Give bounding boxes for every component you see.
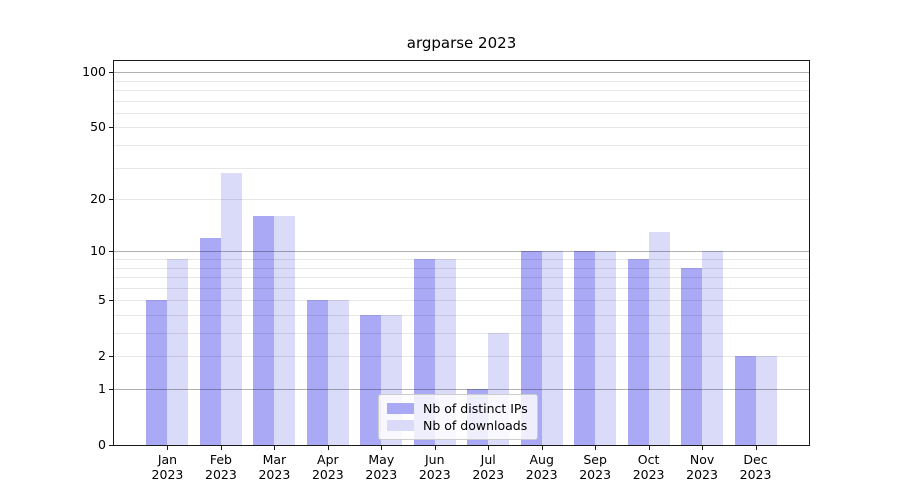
bar-distinct-ips-feb	[199, 237, 221, 445]
x-tick-mark	[381, 446, 383, 450]
y-tick-label: 5	[98, 292, 106, 308]
gridline-minor	[114, 80, 809, 82]
x-tick-label: Jun 2023	[418, 452, 451, 482]
bar-downloads-mar	[274, 216, 296, 445]
bar-downloads-aug	[541, 251, 563, 445]
gridline-minor	[114, 356, 809, 358]
legend: Nb of distinct IPs Nb of downloads	[378, 394, 538, 440]
bar-downloads-sep	[595, 251, 617, 445]
x-tick-mark	[167, 446, 169, 450]
bar-distinct-ips-oct	[627, 258, 649, 445]
y-tick-label: 50	[90, 119, 106, 135]
y-tick-mark	[109, 251, 113, 253]
bar-distinct-ips-dec	[734, 356, 756, 445]
bar-distinct-ips-sep	[574, 251, 596, 445]
chart-title: argparse 2023	[406, 34, 517, 52]
y-tick-label: 20	[90, 191, 106, 207]
gridline-minor	[114, 145, 809, 146]
gridline-minor	[114, 112, 809, 114]
x-tick-label: Aug 2023	[525, 452, 558, 482]
gridline-minor	[114, 287, 809, 289]
y-tick-mark	[109, 300, 113, 302]
x-tick-label: Sep 2023	[579, 452, 612, 482]
y-tick-mark	[109, 389, 113, 390]
y-tick-label: 100	[82, 64, 106, 80]
legend-entry-downloads: Nb of downloads	[387, 417, 528, 434]
plot-area	[113, 60, 810, 446]
x-tick-mark	[274, 446, 276, 450]
x-tick-label: Dec 2023	[739, 452, 772, 482]
bar-distinct-ips-apr	[306, 300, 328, 445]
gridline-minor	[114, 167, 809, 169]
x-tick-label: Oct 2023	[632, 452, 665, 482]
x-tick-label: Apr 2023	[311, 452, 344, 482]
x-tick-mark	[755, 446, 757, 450]
bars-layer	[114, 61, 809, 445]
x-tick-mark	[595, 446, 597, 450]
x-tick-label: May 2023	[365, 452, 398, 482]
gridline-minor	[114, 90, 809, 91]
bar-distinct-ips-nov	[681, 267, 703, 445]
legend-entry-distinct-ips: Nb of distinct IPs	[387, 400, 528, 417]
bar-downloads-dec	[755, 356, 777, 445]
gridlines-layer	[114, 61, 809, 445]
x-tick-label: Mar 2023	[258, 452, 291, 482]
legend-label-distinct-ips: Nb of distinct IPs	[423, 401, 528, 416]
y-tick-mark	[109, 356, 113, 358]
gridline-minor	[114, 314, 809, 316]
x-tick-mark	[220, 446, 222, 450]
gridline-minor	[114, 100, 809, 102]
x-tick-mark	[541, 446, 543, 450]
x-tick-mark	[327, 446, 329, 450]
y-tick-label: 10	[90, 243, 106, 259]
gridline-major	[114, 251, 809, 253]
legend-swatch-distinct-ips	[387, 403, 414, 414]
bar-downloads-nov	[702, 251, 724, 445]
y-tick-mark	[109, 445, 113, 446]
gridline-minor	[114, 199, 809, 201]
x-tick-label: Nov 2023	[686, 452, 718, 482]
legend-swatch-downloads	[387, 420, 414, 431]
y-tick-mark	[109, 199, 113, 201]
bar-downloads-oct	[648, 231, 670, 445]
x-tick-label: Jan 2023	[151, 452, 184, 482]
gridline-major	[114, 72, 809, 74]
bar-distinct-ips-jan	[146, 300, 168, 445]
y-tick-label: 2	[98, 348, 106, 364]
x-tick-mark	[488, 446, 490, 450]
bar-downloads-apr	[327, 300, 349, 445]
x-tick-label: Feb 2023	[205, 452, 237, 482]
legend-label-downloads: Nb of downloads	[423, 418, 528, 433]
gridline-minor	[114, 258, 809, 260]
x-tick-mark	[702, 446, 704, 450]
x-tick-mark	[648, 446, 650, 450]
bar-downloads-jan	[167, 258, 189, 445]
gridline-major	[114, 389, 809, 390]
bar-distinct-ips-mar	[253, 216, 275, 445]
y-tick-mark	[109, 72, 113, 74]
y-tick-mark	[109, 127, 113, 129]
gridline-minor	[114, 277, 809, 279]
gridline-minor	[114, 300, 809, 302]
gridline-minor	[114, 127, 809, 129]
gridline-minor	[114, 333, 809, 334]
x-tick-label: Jul 2023	[472, 452, 505, 482]
gridline-minor	[114, 267, 809, 269]
y-tick-label: 0	[98, 437, 106, 452]
bar-distinct-ips-may	[360, 314, 382, 445]
x-tick-mark	[434, 446, 436, 450]
y-tick-label: 1	[98, 381, 106, 396]
bar-downloads-feb	[220, 172, 242, 445]
